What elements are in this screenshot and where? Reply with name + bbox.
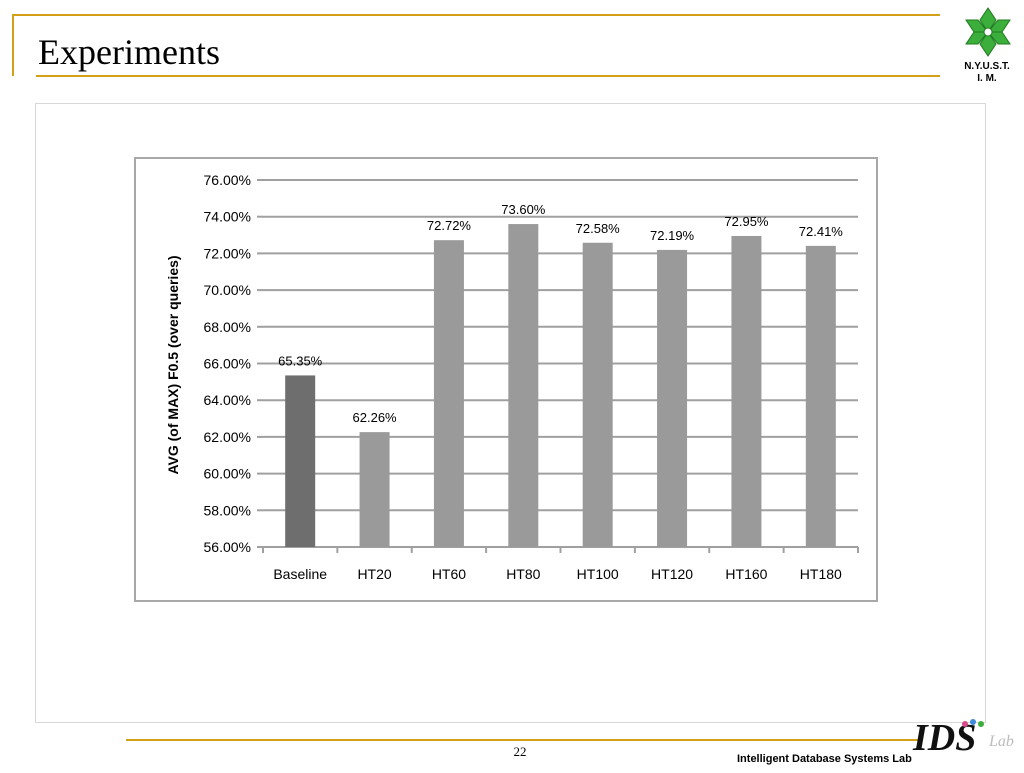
chart-container: 65.35% 62.26% 72.72% 73.60% 72.58% 72.19% 72.9… — [134, 157, 878, 602]
left-rule — [12, 14, 14, 76]
y-tick-label: 68.00% — [204, 319, 251, 335]
value-labels: 65.35% 62.26% 72.72% 73.60% 72.58% 72.19% 72.9… — [278, 202, 843, 425]
bar — [582, 242, 613, 547]
bar-value-label: 73.60% — [501, 202, 546, 217]
y-tick-label: 64.00% — [204, 392, 251, 408]
bar — [731, 235, 762, 547]
y-tick-label: 70.00% — [204, 282, 251, 298]
y-tick-label: 60.00% — [204, 466, 251, 482]
x-tick-label: HT120 — [651, 566, 693, 582]
content-frame — [35, 103, 986, 723]
y-tick-label: 72.00% — [204, 245, 251, 261]
top-rule — [12, 14, 940, 16]
bar-value-label: 72.58% — [576, 221, 621, 236]
y-axis-label: AVG (of MAX) F0.5 (over queries) — [165, 255, 181, 474]
x-tick-labels: Baseline HT20 HT60 HT80 HT100 HT120 HT160 HT180 — [273, 566, 842, 582]
bar-chart: 65.35% 62.26% 72.72% 73.60% 72.58% 72.19% 72.9… — [165, 172, 859, 582]
bars — [285, 224, 836, 548]
bar — [805, 245, 836, 547]
grid-lines — [257, 179, 859, 553]
y-tick-label: 74.00% — [204, 209, 251, 225]
x-tick-label: HT180 — [800, 566, 842, 582]
page-number: 22 — [513, 744, 527, 759]
bar-value-label: 72.95% — [724, 214, 769, 229]
page-title: Experiments — [38, 32, 220, 72]
x-tick-label: HT60 — [432, 566, 466, 582]
y-tick-label: 56.00% — [204, 539, 251, 555]
logo-caption-line1: N.Y.U.S.T. — [964, 61, 1010, 72]
bar — [433, 240, 464, 548]
x-tick-label: HT160 — [725, 566, 767, 582]
bar — [359, 432, 390, 547]
bar — [508, 224, 539, 547]
bar — [657, 249, 688, 547]
y-tick-label: 62.00% — [204, 429, 251, 445]
y-tick-labels: 56.00% 58.00% 60.00% 62.00% 64.00% 66.00% 68.0… — [204, 172, 251, 555]
logo-caption-line2: I. M. — [977, 73, 997, 84]
x-tick-label: Baseline — [273, 566, 327, 582]
y-tick-label: 58.00% — [204, 502, 251, 518]
x-tick-label: HT80 — [506, 566, 540, 582]
university-logo-icon — [965, 7, 1011, 57]
bar-value-label: 65.35% — [278, 353, 323, 368]
ids-logo-suffix: Lab — [988, 733, 1014, 750]
y-tick-label: 66.00% — [204, 356, 251, 372]
bar-value-label: 72.19% — [650, 228, 695, 243]
x-tick-label: HT20 — [357, 566, 391, 582]
footer-lab-name: Intelligent Database Systems Lab — [737, 753, 912, 765]
title-underline — [36, 75, 940, 77]
footer-rule — [126, 739, 920, 741]
university-logo-caption: N.Y.U.S.T. I. M. — [950, 61, 1024, 85]
bar-value-label: 72.41% — [799, 224, 844, 239]
ids-lab-logo: IDS Lab — [905, 710, 1023, 768]
ids-lab-logo-icon: IDS Lab — [912, 717, 1014, 759]
bar-value-label: 72.72% — [427, 218, 472, 233]
university-logo — [952, 4, 1024, 92]
bar-value-label: 62.26% — [353, 410, 398, 425]
y-tick-label: 76.00% — [204, 172, 251, 188]
x-tick-label: HT100 — [577, 566, 619, 582]
bar — [285, 375, 316, 547]
